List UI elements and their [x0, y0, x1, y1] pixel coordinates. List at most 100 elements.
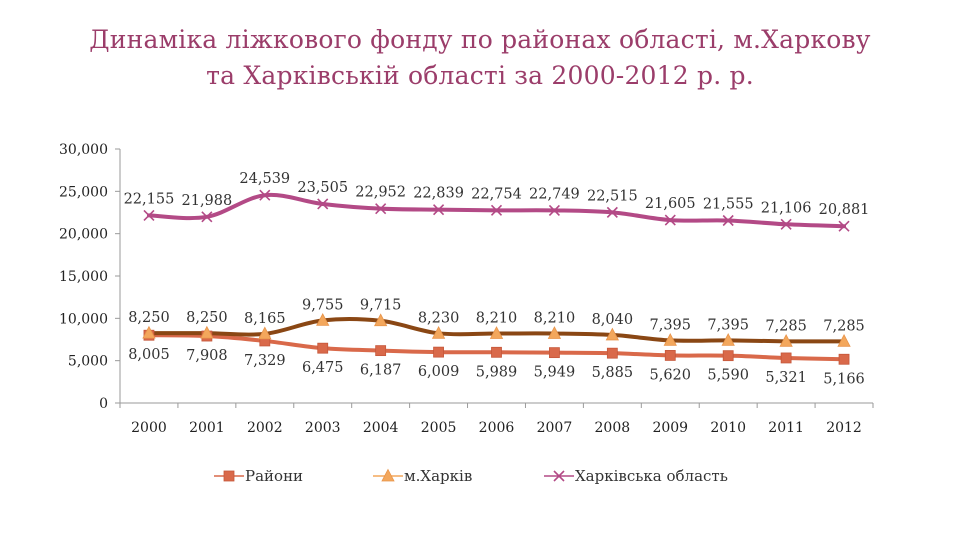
- data-labels: 8,005 7,908 7,329 6,475 6,187 6,009 5,989 5,949…: [124, 171, 870, 387]
- chart-axes: 0 5,000 10,000 15,000 20,000 25,000 30,000 2000…: [59, 142, 874, 436]
- marker-kharkiv: [373, 313, 388, 327]
- data-label-kharkiv: 8,230: [418, 310, 460, 326]
- marker-rayony: [664, 350, 676, 361]
- x-marker-stroke: [548, 204, 560, 216]
- marker-kharkiv: [200, 325, 214, 339]
- legend-item-kharkiv: м.Харків: [373, 467, 472, 485]
- x-tick-label: 2007: [537, 420, 573, 436]
- data-label-rayony: 5,885: [592, 365, 634, 381]
- x-tick-label: 2010: [710, 420, 746, 436]
- marker-oblast: [664, 214, 676, 226]
- marker-rayony: [722, 350, 734, 362]
- data-label-kharkiv: 8,250: [186, 310, 228, 326]
- marker-oblast: [722, 214, 734, 227]
- x-tick-label: 2012: [826, 420, 862, 436]
- legend-item-rayony: Райони: [214, 467, 303, 485]
- data-label-oblast: 20,881: [819, 202, 870, 218]
- data-label-oblast: 24,539: [239, 171, 290, 187]
- x-marker-stroke: [553, 470, 565, 482]
- data-label-rayony: 5,166: [823, 371, 865, 387]
- data-label-oblast: 22,952: [355, 185, 406, 201]
- data-label-oblast: 22,749: [529, 186, 580, 202]
- data-label-rayony: 5,590: [707, 368, 749, 384]
- data-label-kharkiv: 7,395: [650, 317, 692, 333]
- x-marker-stroke: [201, 211, 213, 223]
- x-tick-label: 2004: [363, 420, 399, 436]
- chart-title-line-2: та Харківській області за 2000-2012 р. р…: [206, 61, 754, 90]
- chart-title: Динаміка ліжкового фонду по районах обла…: [0, 22, 960, 94]
- data-label-kharkiv: 9,715: [360, 298, 402, 314]
- data-label-oblast: 23,505: [297, 180, 348, 196]
- y-tick-label: 20,000: [59, 227, 108, 243]
- data-label-oblast: 22,754: [471, 186, 522, 202]
- data-label-kharkiv: 7,395: [707, 317, 749, 333]
- data-label-oblast: 21,555: [703, 197, 754, 213]
- data-label-oblast: 21,605: [645, 196, 696, 212]
- data-label-rayony: 7,329: [244, 353, 286, 369]
- marker-oblast: [375, 203, 387, 215]
- marker-oblast: [780, 218, 792, 230]
- x-marker-stroke: [664, 214, 676, 226]
- data-label-kharkiv: 8,250: [128, 310, 170, 326]
- legend-marker: [553, 470, 565, 482]
- data-label-kharkiv: 8,210: [476, 310, 518, 326]
- x-tick-label: 2000: [131, 420, 167, 436]
- x-marker-stroke: [606, 206, 618, 218]
- series-markers: [142, 189, 851, 365]
- data-label-kharkiv: 7,285: [765, 318, 807, 334]
- legend-marker: [381, 468, 395, 482]
- marker-oblast: [259, 189, 271, 201]
- y-tick-label: 5,000: [68, 354, 108, 370]
- x-tick-label: 2005: [421, 420, 457, 436]
- marker-kharkiv: [431, 325, 446, 339]
- marker-rayony: [838, 353, 850, 365]
- y-tick-label: 10,000: [59, 311, 108, 327]
- legend-marker: [223, 470, 235, 482]
- data-label-kharkiv: 8,210: [534, 310, 576, 326]
- data-label-oblast: 22,839: [413, 186, 464, 202]
- marker-rayony: [433, 346, 444, 358]
- x-tick-label: 2006: [479, 420, 515, 436]
- marker-rayony: [606, 347, 618, 359]
- marker-oblast: [838, 220, 850, 232]
- legend-label: Райони: [245, 467, 303, 485]
- y-tick-label: 0: [99, 396, 108, 412]
- legend-label: м.Харків: [404, 467, 472, 485]
- data-label-rayony: 8,005: [128, 347, 170, 363]
- x-tick-label: 2002: [247, 420, 283, 436]
- y-tick-label: 25,000: [59, 184, 108, 200]
- x-marker-stroke: [722, 214, 734, 227]
- data-label-kharkiv: 8,040: [592, 312, 634, 328]
- x-tick-label: 2008: [595, 420, 631, 436]
- x-tick-label: 2003: [305, 420, 341, 436]
- legend-item-oblast: Харківська область: [544, 467, 728, 485]
- data-label-oblast: 22,155: [124, 191, 175, 207]
- data-label-kharkiv: 7,285: [823, 318, 865, 334]
- marker-oblast: [433, 204, 445, 216]
- x-marker-stroke: [780, 218, 792, 230]
- data-label-rayony: 5,620: [650, 367, 692, 383]
- x-marker-stroke: [375, 203, 387, 215]
- chart-legend: Райони м.Харків Харківська область: [214, 467, 728, 485]
- marker-oblast: [317, 198, 329, 210]
- data-label-rayony: 5,949: [534, 365, 576, 381]
- data-label-rayony: 6,009: [418, 364, 460, 380]
- marker-rayony: [491, 346, 502, 358]
- x-tick-label: 2011: [768, 420, 804, 436]
- x-marker-stroke: [490, 204, 503, 216]
- marker-rayony: [317, 342, 329, 354]
- marker-oblast: [490, 204, 503, 216]
- marker-oblast: [201, 211, 213, 223]
- marker-kharkiv: [837, 333, 851, 347]
- data-label-oblast: 21,106: [761, 200, 812, 216]
- marker-rayony: [375, 345, 387, 357]
- marker-oblast: [606, 206, 618, 218]
- data-label-kharkiv: 9,755: [302, 297, 344, 313]
- marker-kharkiv: [721, 333, 735, 346]
- x-marker-stroke: [317, 198, 329, 210]
- data-label-rayony: 6,187: [360, 363, 402, 379]
- marker-rayony: [780, 352, 792, 364]
- data-label-rayony: 5,321: [765, 370, 807, 386]
- data-label-kharkiv: 8,165: [244, 311, 286, 327]
